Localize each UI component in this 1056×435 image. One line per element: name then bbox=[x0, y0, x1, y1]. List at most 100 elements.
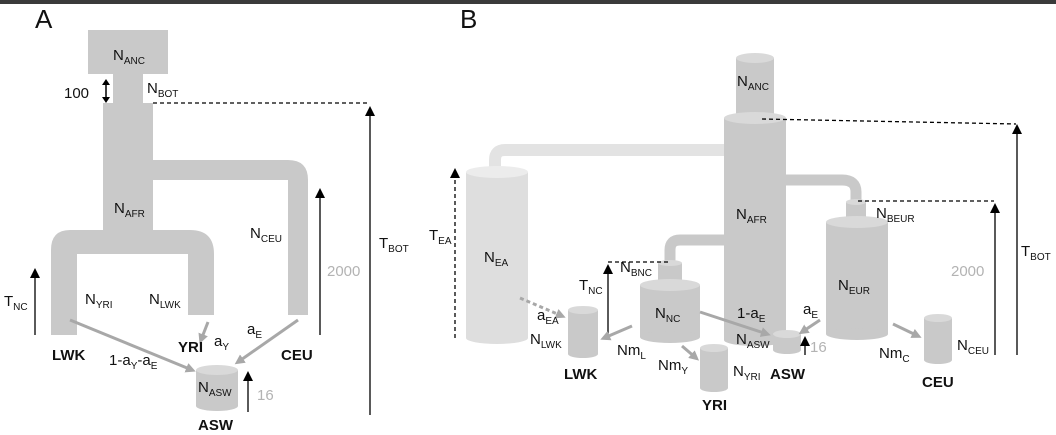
label-n-ceu: NCEU bbox=[250, 225, 282, 245]
eur-to-ceu-migration-arrow bbox=[892, 322, 922, 338]
nc-to-asw-admixture-arrow bbox=[699, 310, 771, 337]
eur-connector-pipe bbox=[786, 174, 862, 200]
pop-label-yri: YRI bbox=[178, 339, 203, 356]
admixture-arrow-ceu bbox=[234, 318, 299, 365]
bottleneck-neck bbox=[113, 74, 143, 104]
ea-cylinder-body bbox=[466, 172, 528, 338]
b-label-n-anc: NANC bbox=[737, 73, 769, 93]
b-label-n-ceu: NCEU bbox=[957, 337, 989, 357]
panel-a-letter: A bbox=[35, 4, 53, 34]
nc-to-lwk-migration-arrow bbox=[600, 324, 633, 341]
b-afr-cylinder-body bbox=[724, 118, 786, 340]
label-time-16: 16 bbox=[257, 387, 274, 404]
b-lwk-cylinder-base bbox=[568, 350, 598, 358]
b-label-time-16: 16 bbox=[810, 339, 827, 356]
panel-b: B bbox=[429, 4, 1051, 414]
label-n-yri: NYRI bbox=[85, 291, 113, 311]
b-ceu-cylinder-body bbox=[924, 318, 952, 360]
b-lwk-cylinder-body bbox=[568, 310, 598, 354]
b-asw-cylinder-base bbox=[773, 346, 801, 354]
b-label-a-e: aE bbox=[803, 301, 818, 321]
nc-connector-pipe bbox=[664, 234, 724, 262]
b-label-time-2000: 2000 bbox=[951, 263, 984, 280]
b-eur-cylinder-body bbox=[826, 222, 888, 334]
b-label-n-afr: NAFR bbox=[736, 206, 767, 226]
b-beur-cylinder-top bbox=[846, 199, 866, 205]
b-pop-label-asw: ASW bbox=[770, 366, 806, 383]
pop-label-ceu: CEU bbox=[281, 347, 313, 364]
b-label-t-nc: TNC bbox=[579, 277, 603, 297]
bottleneck-length-arrowheads bbox=[102, 79, 110, 103]
panel-b-letter: B bbox=[460, 4, 477, 34]
label-time-2000: 2000 bbox=[327, 263, 360, 280]
b-afr-cylinder-top bbox=[724, 112, 786, 124]
b-anc-cylinder-top bbox=[736, 53, 774, 63]
b-nc-cylinder-top bbox=[640, 279, 700, 291]
b-nc-cylinder-body bbox=[640, 285, 700, 337]
b-yri-cylinder-base bbox=[700, 384, 728, 392]
label-n-lwk: NLWK bbox=[149, 291, 181, 311]
b-pop-label-lwk: LWK bbox=[564, 366, 597, 383]
b-nc-cylinder-base bbox=[640, 331, 700, 343]
b-label-a-ea: aEA bbox=[537, 307, 559, 327]
b-label-n-bnc: NBNC bbox=[620, 259, 652, 279]
b-label-nm-c: NmC bbox=[879, 345, 910, 365]
b-label-nm-y: NmY bbox=[658, 357, 688, 377]
b-eur-cylinder-base bbox=[826, 328, 888, 340]
b-label-n-eur: NEUR bbox=[838, 277, 870, 297]
admixture-arrow-yri bbox=[198, 321, 210, 344]
b-lwk-cylinder-top bbox=[568, 306, 598, 314]
b-asw-cylinder-body bbox=[773, 334, 801, 350]
label-t-bot: TBOT bbox=[379, 235, 409, 255]
b-label-n-beur: NBEUR bbox=[876, 205, 915, 225]
b-yri-cylinder-top bbox=[700, 344, 728, 352]
label-mix-rest: 1-aY-aE bbox=[109, 352, 158, 372]
nc-to-yri-migration-arrow bbox=[681, 344, 700, 361]
admixture-arrow-lwk bbox=[69, 318, 196, 373]
b-pop-label-yri: YRI bbox=[702, 397, 727, 414]
b-anc-cylinder-body bbox=[736, 58, 774, 114]
asw-cylinder-body bbox=[196, 370, 238, 406]
b-label-n-ea: NEA bbox=[484, 249, 509, 269]
b-t-bot-dashed-line bbox=[761, 118, 1017, 125]
african-trunk bbox=[103, 103, 153, 243]
b-label-n-lwk: NLWK bbox=[530, 331, 562, 351]
asw-cylinder-base bbox=[196, 401, 238, 411]
top-border bbox=[0, 0, 1056, 4]
label-n-anc: NANC bbox=[113, 47, 145, 67]
b-label-nm-l: NmL bbox=[617, 342, 646, 362]
panel-a: A NANC NBOT 100 NAFR NCEU NYRI NLWK NASW… bbox=[4, 4, 409, 434]
ea-cylinder-top bbox=[466, 166, 528, 178]
label-n-bot: NBOT bbox=[147, 80, 178, 100]
b-asw-cylinder-top bbox=[773, 330, 801, 338]
pop-label-asw: ASW bbox=[198, 417, 234, 434]
eur-to-asw-admixture-arrow bbox=[798, 318, 821, 335]
ea-cylinder-base bbox=[466, 332, 528, 344]
b-label-n-asw: NASW bbox=[736, 331, 770, 351]
label-n-asw: NASW bbox=[198, 379, 232, 399]
ea-to-lwk-admixture-arrow bbox=[519, 296, 566, 319]
b-bnc-cylinder-top bbox=[658, 260, 682, 266]
b-afr-cylinder-base bbox=[724, 334, 786, 346]
african-split-branches bbox=[51, 230, 214, 335]
pop-label-lwk: LWK bbox=[52, 347, 85, 364]
b-label-t-bot: TBOT bbox=[1021, 243, 1051, 263]
b-yri-cylinder-body bbox=[700, 348, 728, 388]
asw-cylinder-top bbox=[196, 365, 238, 375]
label-a-e: aE bbox=[247, 321, 262, 341]
b-label-one-minus-ae: 1-aE bbox=[737, 305, 766, 325]
ea-connector-pipe bbox=[489, 144, 725, 172]
b-ceu-cylinder-top bbox=[924, 314, 952, 322]
b-label-n-nc: NNC bbox=[655, 305, 680, 325]
b-ceu-cylinder-base bbox=[924, 356, 952, 364]
b-pop-label-ceu: CEU bbox=[922, 374, 954, 391]
european-branch bbox=[153, 160, 308, 315]
label-a-y: aY bbox=[214, 333, 229, 353]
b-label-t-ea: TEA bbox=[429, 227, 452, 247]
b-label-n-yri: NYRI bbox=[733, 363, 761, 383]
ancestral-population-box bbox=[88, 30, 168, 74]
label-bottleneck-length: 100 bbox=[64, 85, 89, 102]
label-t-nc: TNC bbox=[4, 293, 28, 313]
b-eur-cylinder-top bbox=[826, 216, 888, 228]
